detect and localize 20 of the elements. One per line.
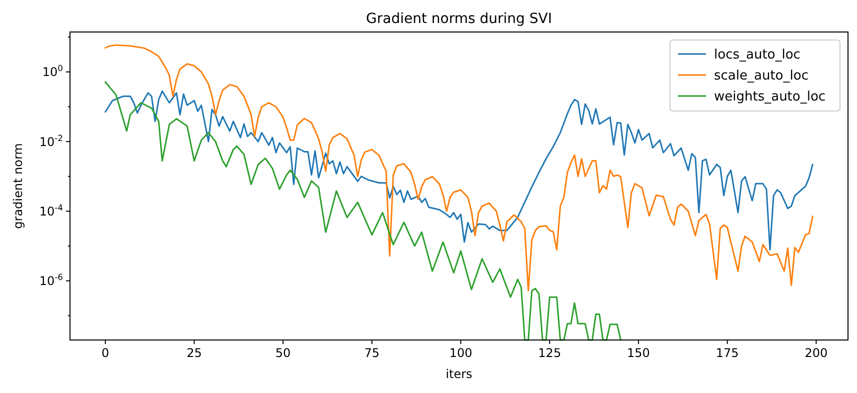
- x-tick-label: 200: [804, 346, 828, 360]
- y-tick-label: 10$^{-6}$: [39, 272, 63, 288]
- x-tick-label: 50: [275, 346, 291, 360]
- legend-label: locs_auto_loc: [714, 48, 800, 63]
- x-axis-title: iters: [446, 367, 472, 381]
- y-axis-title: gradient norm: [11, 143, 25, 229]
- legend-label: weights_auto_loc: [714, 90, 826, 105]
- x-tick-label: 100: [449, 346, 472, 360]
- legend-label: scale_auto_loc: [714, 68, 808, 84]
- chart-title: Gradient norms during SVI: [366, 11, 552, 27]
- x-tick-label: 150: [627, 346, 650, 360]
- y-tick-label: 10$^{-4}$: [39, 202, 63, 218]
- y-tick-label: 10$^{-2}$: [39, 132, 63, 149]
- x-tick-label: 0: [102, 346, 110, 360]
- x-tick-label: 175: [716, 346, 739, 360]
- x-tick-label: 25: [186, 346, 202, 360]
- y-tick-label: 10$^{0}$: [42, 63, 63, 80]
- line-series: [104, 81, 622, 341]
- x-tick-label: 125: [538, 346, 562, 360]
- x-tick-label: 75: [364, 346, 380, 360]
